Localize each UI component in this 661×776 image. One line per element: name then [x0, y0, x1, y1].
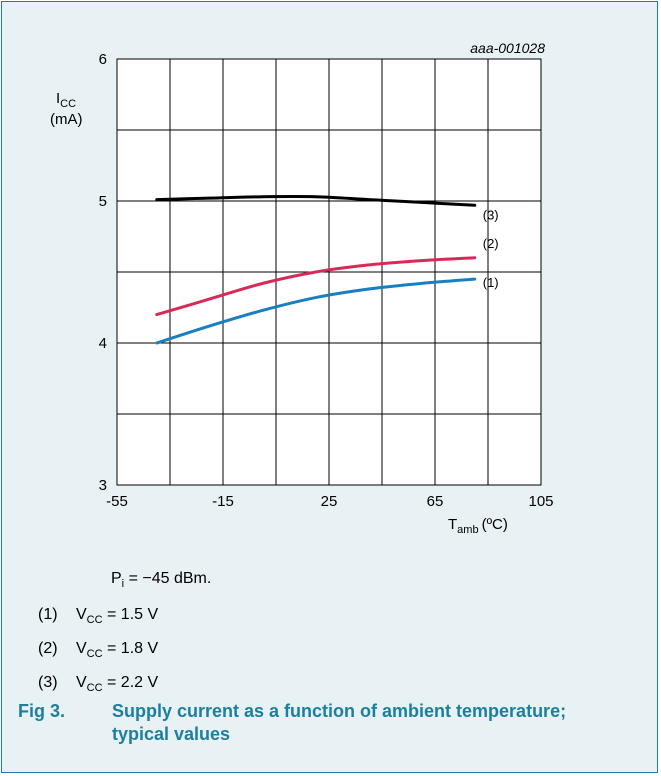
note-sub: CC [86, 614, 103, 626]
series-labels: (1) (2) (3) [483, 207, 499, 290]
series-line [155, 194, 477, 207]
x-tick-label: 25 [321, 493, 338, 510]
note-rest: = 1.5 V [102, 606, 159, 623]
series-line [155, 277, 477, 345]
plot-border [116, 58, 542, 486]
note-item: (2) VCC = 1.8 V [38, 640, 158, 660]
note-sub: CC [86, 648, 103, 660]
note-main: V [76, 674, 87, 691]
note-item: (3) VCC = 2.2 V [38, 674, 158, 694]
note-main: V [76, 640, 87, 657]
note-item: (1) VCC = 1.5 V [38, 606, 158, 626]
grid [117, 59, 541, 485]
note-number: (1) [38, 606, 58, 623]
series-label: (2) [483, 236, 499, 251]
x-tick-label: -55 [106, 493, 128, 510]
x-axis-label-sub: amb [457, 524, 478, 536]
note-rest: = 2.2 V [102, 674, 159, 691]
x-axis-label: Tamb (ºC) [448, 516, 508, 536]
y-tick-label: 5 [99, 193, 107, 210]
chart-id-label: aaa-001028 [470, 40, 545, 56]
figure-title: Supply current as a function of ambient … [112, 701, 567, 744]
x-tick-label: 105 [528, 493, 553, 510]
condition-sub: i [121, 578, 125, 590]
y-tick-label: 4 [99, 335, 107, 352]
y-axis-label: ICC [56, 90, 76, 110]
note-number: (2) [38, 640, 58, 657]
y-tick-label: 3 [99, 477, 107, 494]
series-label: (3) [483, 207, 499, 222]
condition-main: P [111, 570, 122, 587]
note-text: VCC = 1.8 V [76, 640, 158, 660]
series-label: (1) [483, 275, 499, 290]
y-axis-label-main: I [56, 90, 60, 107]
y-tick-labels: 3 4 5 6 [99, 51, 107, 494]
figure-number: Fig 3. [18, 701, 66, 721]
condition-note: Pi = −45 dBm. [111, 570, 211, 590]
note-main: V [76, 606, 87, 623]
note-rest: = 1.8 V [102, 640, 159, 657]
series-layer [155, 194, 477, 345]
y-axis-unit: (mA) [50, 111, 83, 128]
note-text: VCC = 2.2 V [76, 674, 158, 694]
condition-rest: = −45 dBm. [124, 570, 212, 587]
y-axis-label-sub: CC [60, 98, 76, 110]
x-axis-label-unit: (ºC) [482, 516, 508, 533]
series-line [155, 256, 477, 317]
note-text: VCC = 1.5 V [76, 606, 158, 626]
note-sub: CC [86, 682, 103, 694]
x-tick-label: -15 [212, 493, 234, 510]
x-tick-labels: -55 -15 25 65 105 [106, 493, 553, 510]
x-axis-label-main: T [448, 516, 457, 533]
y-tick-label: 6 [99, 51, 107, 68]
x-tick-label: 65 [427, 493, 444, 510]
note-number: (3) [38, 674, 58, 691]
